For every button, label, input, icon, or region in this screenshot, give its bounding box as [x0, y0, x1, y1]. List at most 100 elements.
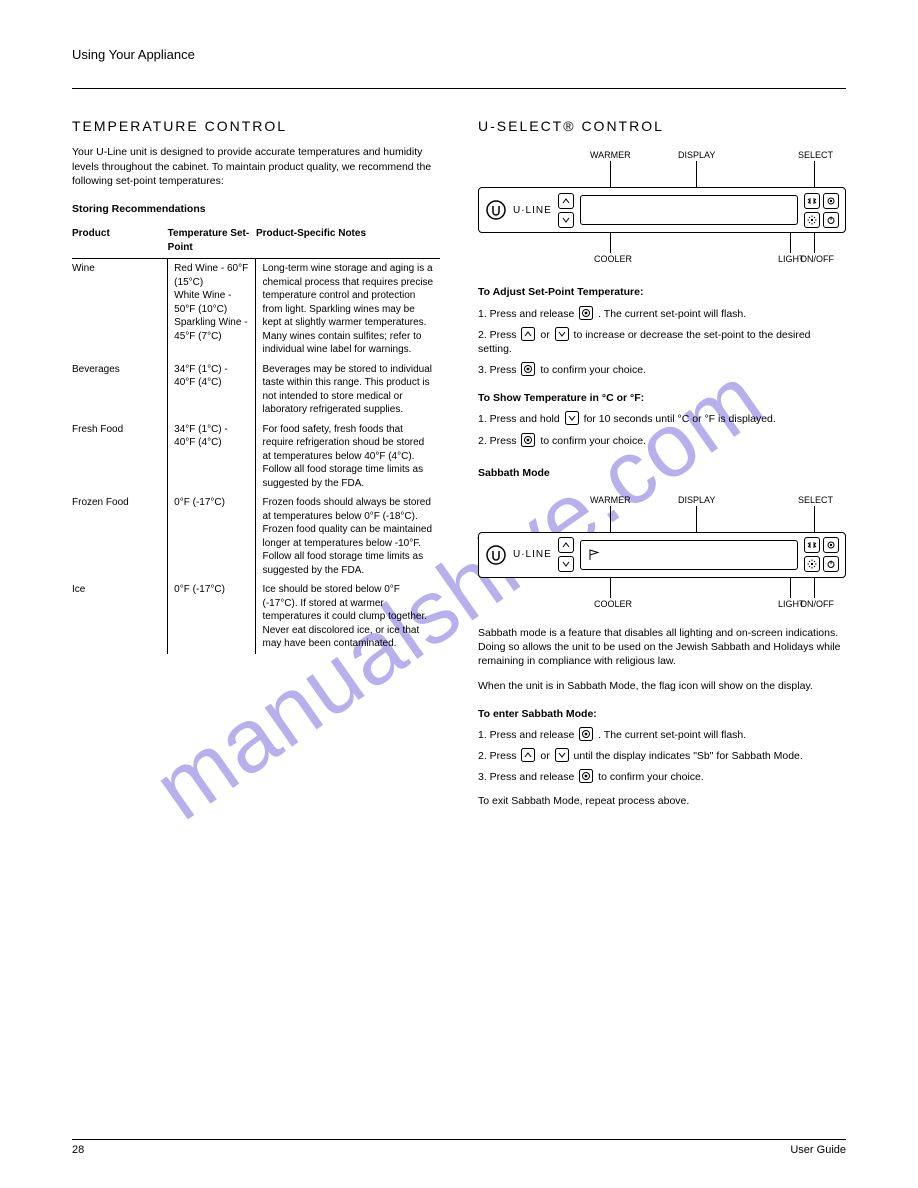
section-heading-temp: TEMPERATURE CONTROL: [72, 117, 440, 136]
down-arrow-icon: [555, 748, 569, 762]
table-row: Frozen Food0°F (-17°C)Frozen foods shoul…: [72, 493, 440, 580]
down-arrow-icon: [565, 411, 579, 425]
uline-logo-icon: [485, 544, 507, 566]
label-onoff-2: ON/OFF: [800, 600, 834, 610]
leader-onoff-2: [814, 578, 815, 598]
table-cell: Ice: [72, 580, 168, 654]
table-cell: Long-term wine storage and aging is a ch…: [256, 259, 440, 360]
control-panel-2: U·LINE: [478, 532, 846, 578]
table-cell: Fresh Food: [72, 420, 168, 494]
control-panel-figure-1: WARMER DISPLAY SELECT U·LINE: [478, 151, 846, 271]
light-button[interactable]: [804, 212, 820, 228]
col-header-setpoint: Temperature Set-Point: [168, 224, 256, 259]
step-cf1: 1. Press and hold for 10 seconds until °…: [478, 411, 846, 426]
table-cell: Ice should be stored below 0°F (-17°C). …: [256, 580, 440, 654]
sabbath-step-3: 3. Press and release to confirm your cho…: [478, 769, 846, 784]
control-panel-figure-2: WARMER DISPLAY SELECT U·LINE: [478, 496, 846, 616]
sabbath-step-1: 1. Press and release . The current set-p…: [478, 727, 846, 742]
col-header-notes: Product-Specific Notes: [256, 224, 440, 259]
table-row: WineRed Wine - 60°F (15°C) White Wine - …: [72, 259, 440, 360]
sabbath-steps-heading: To enter Sabbath Mode:: [478, 707, 846, 721]
up-arrow-icon: [521, 327, 535, 341]
select-button[interactable]: [823, 537, 839, 553]
table-cell: For food safety, fresh foods that requir…: [256, 420, 440, 494]
warmer-up-button[interactable]: [558, 537, 574, 553]
label-onoff: ON/OFF: [800, 255, 834, 265]
table-row: Beverages34°F (1°C) - 40°F (4°C)Beverage…: [72, 360, 440, 420]
leader-cooler-2: [610, 578, 611, 598]
page-number: 28: [72, 1143, 84, 1158]
leader-light-2: [790, 578, 791, 598]
step-a3: 3. Press to confirm your choice.: [478, 362, 846, 377]
table-cell: Beverages: [72, 360, 168, 420]
select-icon: [579, 306, 593, 320]
step-a1: 1. Press and release . The current set-p…: [478, 306, 846, 321]
leader-light: [790, 233, 791, 253]
table-cell: 34°F (1°C) - 40°F (4°C): [168, 360, 256, 420]
uline-logo-text: U·LINE: [513, 204, 552, 218]
sabbath-p1: Sabbath mode is a feature that disables …: [478, 626, 846, 669]
select-icon: [521, 433, 535, 447]
table-cell: Beverages may be stored to individual ta…: [256, 360, 440, 420]
col-header-product: Product: [72, 224, 168, 259]
label-cooler-2: COOLER: [594, 600, 632, 610]
light-button[interactable]: [804, 556, 820, 572]
leader-display: [696, 161, 697, 187]
cf-heading: To Show Temperature in °C or °F:: [478, 391, 846, 405]
table-cell: 34°F (1°C) - 40°F (4°C): [168, 420, 256, 494]
sabbath-heading: Sabbath Mode: [478, 466, 846, 480]
section-heading-uselect: U-SELECT® CONTROL: [478, 117, 846, 136]
intro-paragraph: Your U-Line unit is designed to provide …: [72, 145, 440, 188]
top-rule: [72, 88, 846, 89]
dispense-button[interactable]: [804, 537, 820, 553]
bottom-rule: [72, 1139, 846, 1140]
table-cell: Frozen foods should always be stored at …: [256, 493, 440, 580]
display-screen: [580, 195, 798, 225]
leader-select: [814, 161, 815, 187]
select-icon: [579, 769, 593, 783]
warmer-up-button[interactable]: [558, 193, 574, 209]
table-caption: Storing Recommendations: [72, 202, 440, 216]
select-icon: [579, 727, 593, 741]
display-screen-flag: [580, 540, 798, 570]
cooler-down-button[interactable]: [558, 556, 574, 572]
leader-cooler: [610, 233, 611, 253]
table-cell: Frozen Food: [72, 493, 168, 580]
power-button[interactable]: [823, 556, 839, 572]
label-warmer-2: WARMER: [590, 496, 631, 506]
leader-onoff: [814, 233, 815, 253]
control-panel-1: U·LINE: [478, 187, 846, 233]
table-cell: Red Wine - 60°F (15°C) White Wine - 50°F…: [168, 259, 256, 360]
leader-display-2: [696, 506, 697, 532]
down-arrow-icon: [555, 327, 569, 341]
right-column: U-SELECT® CONTROL WARMER DISPLAY SELECT …: [478, 99, 846, 809]
label-warmer: WARMER: [590, 151, 631, 161]
select-icon: [521, 362, 535, 376]
cooler-down-button[interactable]: [558, 212, 574, 228]
select-button[interactable]: [823, 193, 839, 209]
left-column: TEMPERATURE CONTROL Your U-Line unit is …: [72, 99, 440, 809]
adjust-setpoint-heading: To Adjust Set-Point Temperature:: [478, 285, 846, 299]
sabbath-p2: When the unit is in Sabbath Mode, the fl…: [478, 679, 846, 693]
dispense-button[interactable]: [804, 193, 820, 209]
step-cf2: 2. Press to confirm your choice.: [478, 433, 846, 448]
warmer-cooler-buttons: [558, 193, 574, 228]
label-select-2: SELECT: [798, 496, 833, 506]
table-cell: 0°F (-17°C): [168, 493, 256, 580]
storing-recommendations-table: Product Temperature Set-Point Product-Sp…: [72, 224, 440, 654]
uline-logo-text: U·LINE: [513, 548, 552, 562]
leader-warmer-2: [610, 506, 611, 532]
table-row: Fresh Food34°F (1°C) - 40°F (4°C)For foo…: [72, 420, 440, 494]
label-select: SELECT: [798, 151, 833, 161]
label-display-2: DISPLAY: [678, 496, 715, 506]
flag-icon: [587, 548, 601, 562]
footer: 28 User Guide: [72, 1143, 846, 1158]
leader-warmer: [610, 161, 611, 187]
power-button[interactable]: [823, 212, 839, 228]
uline-logo-icon: [485, 199, 507, 221]
footer-title: User Guide: [790, 1143, 846, 1158]
table-cell: Wine: [72, 259, 168, 360]
table-cell: 0°F (-17°C): [168, 580, 256, 654]
table-row: Ice0°F (-17°C)Ice should be stored below…: [72, 580, 440, 654]
up-arrow-icon: [521, 748, 535, 762]
